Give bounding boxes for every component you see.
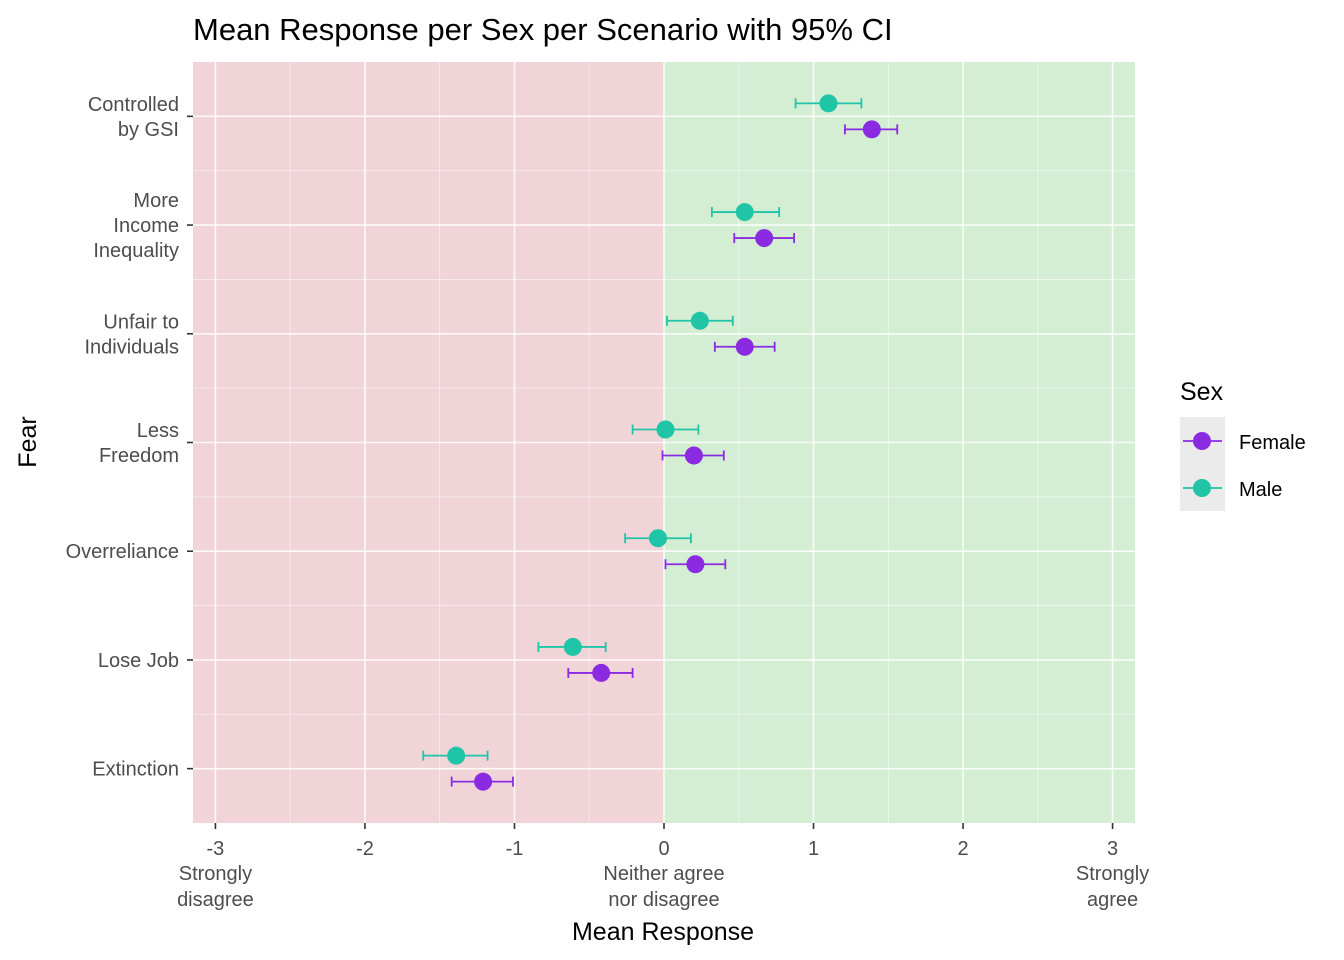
data-point	[684, 446, 703, 465]
y-tick-label: Lose Job	[98, 650, 179, 672]
x-tick-label: 2	[957, 838, 968, 860]
legend-label: Male	[1239, 479, 1282, 501]
x-tick-sublabel: disagree	[177, 889, 254, 911]
x-tick-sublabel: Strongly	[1076, 863, 1149, 885]
x-tick-label: 0	[658, 838, 669, 860]
y-tick-label: Income	[113, 215, 179, 237]
y-axis-title: Fear	[14, 416, 42, 467]
y-tick-label: Overreliance	[66, 541, 179, 563]
y-tick-label: Individuals	[84, 336, 179, 358]
y-tick-label: Freedom	[99, 445, 179, 467]
x-tick-sublabel: nor disagree	[608, 889, 719, 911]
data-point	[735, 203, 754, 222]
data-point	[656, 420, 675, 439]
data-marks	[422, 94, 899, 791]
legend-key-point	[1193, 432, 1211, 450]
data-point	[690, 311, 709, 330]
data-point	[474, 772, 493, 791]
x-axis-title: Mean Response	[572, 918, 754, 946]
y-axis: Controlled by GSI More Income Inequality Unfa…	[66, 94, 193, 781]
data-point	[447, 746, 466, 765]
y-tick-label: by GSI	[118, 119, 179, 141]
x-tick-sublabel: agree	[1087, 889, 1138, 911]
data-point	[686, 555, 705, 574]
chart-title: Mean Response per Sex per Scenario with …	[193, 12, 893, 47]
y-tick-label: Controlled	[88, 94, 179, 116]
x-axis: -3 Strongly disagree -2 -1 0 Neither agree nor …	[177, 823, 1149, 911]
x-tick-label: 1	[808, 838, 819, 860]
x-tick-label: -2	[356, 838, 374, 860]
legend-key-point	[1193, 479, 1211, 497]
y-tick-label: Inequality	[93, 240, 179, 262]
y-tick-label: Unfair to	[103, 311, 179, 333]
data-point	[755, 229, 774, 248]
y-tick-label: More	[133, 190, 179, 212]
legend: Sex Female Male	[1180, 378, 1306, 511]
x-tick-label: -3	[207, 838, 225, 860]
data-point	[563, 637, 582, 656]
data-point	[819, 94, 838, 113]
y-tick-label: Extinction	[92, 759, 179, 781]
x-tick-label: -1	[506, 838, 524, 860]
x-tick-label: 3	[1107, 838, 1118, 860]
data-point	[735, 337, 754, 356]
grid-lines	[193, 62, 1135, 823]
data-point	[649, 529, 668, 548]
x-tick-sublabel: Neither agree	[603, 863, 724, 885]
legend-title: Sex	[1180, 378, 1224, 406]
legend-label: Female	[1239, 432, 1306, 454]
data-point	[862, 120, 881, 139]
y-tick-label: Less	[137, 420, 179, 442]
data-point	[592, 663, 611, 682]
x-tick-sublabel: Strongly	[179, 863, 252, 885]
